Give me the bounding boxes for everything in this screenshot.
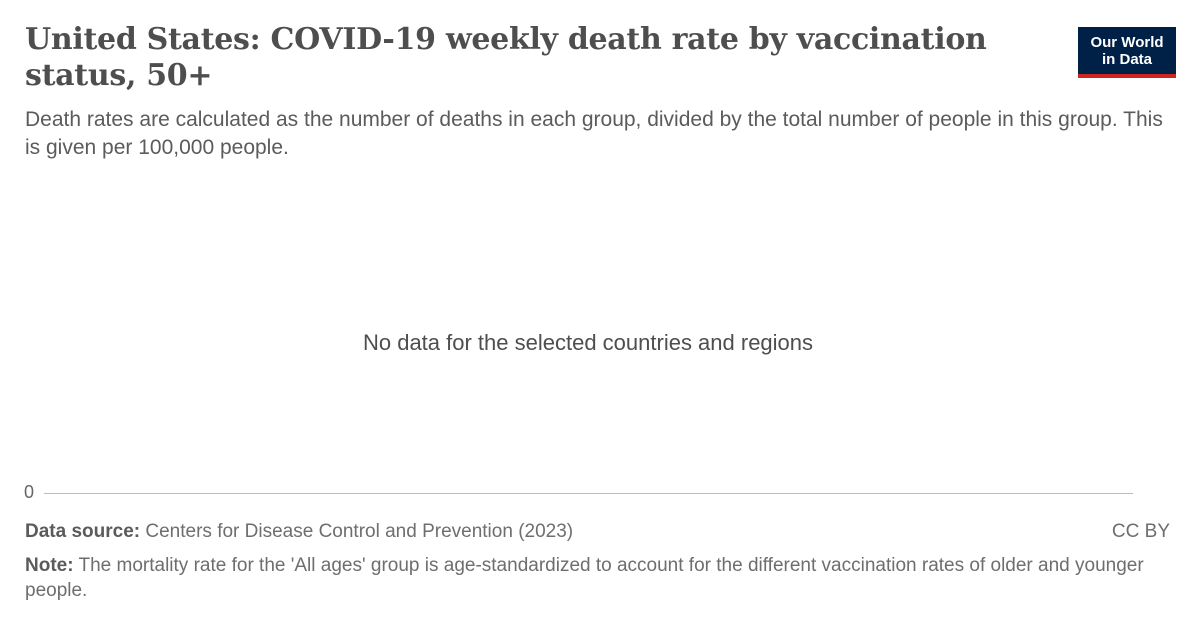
y-tick-label: 0	[24, 482, 35, 502]
logo-line-2: in Data	[1101, 50, 1152, 68]
chart-note: Note: The mortality rate for the 'All ag…	[25, 553, 1165, 603]
chart-title: United States: COVID-19 weekly death rat…	[25, 22, 987, 93]
note-label: Note:	[25, 555, 74, 576]
source-label: Data source:	[25, 521, 141, 542]
x-axis-line	[44, 493, 1133, 494]
chart-area: No data for the selected countries and r…	[0, 180, 1200, 510]
note-text: The mortality rate for the 'All ages' gr…	[25, 555, 1144, 601]
logo-line-1: Our World	[1090, 33, 1164, 51]
license-link[interactable]: CC BY	[1111, 521, 1170, 542]
chart-subtitle: Death rates are calculated as the number…	[25, 108, 1163, 159]
data-source: Data source: Centers for Disease Control…	[25, 521, 573, 543]
no-data-message: No data for the selected countries and r…	[362, 330, 814, 355]
source-link[interactable]: Centers for Disease Control and Preventi…	[145, 521, 574, 542]
owid-logo[interactable]: Our World in Data	[1078, 27, 1176, 78]
